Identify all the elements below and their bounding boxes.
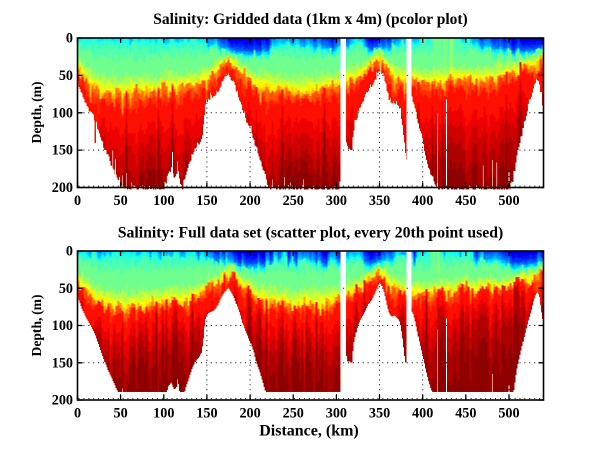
svg-text:350: 350 (369, 406, 390, 422)
svg-text:100: 100 (153, 406, 174, 422)
svg-text:300: 300 (326, 193, 347, 209)
svg-text:Depth, (m): Depth, (m) (29, 295, 45, 357)
svg-text:100: 100 (153, 193, 174, 209)
svg-text:0: 0 (66, 31, 73, 47)
svg-text:200: 200 (52, 180, 73, 196)
svg-text:150: 150 (196, 193, 217, 209)
svg-text:300: 300 (326, 406, 347, 422)
svg-text:50: 50 (114, 193, 128, 209)
svg-text:200: 200 (52, 393, 73, 409)
svg-text:150: 150 (52, 143, 73, 159)
svg-text:200: 200 (239, 193, 260, 209)
svg-text:200: 200 (239, 406, 260, 422)
svg-text:50: 50 (59, 68, 73, 84)
svg-text:Distance, (km): Distance, (km) (259, 422, 359, 439)
svg-text:50: 50 (114, 406, 128, 422)
svg-text:0: 0 (66, 244, 73, 260)
svg-text:450: 450 (455, 406, 476, 422)
svg-text:350: 350 (369, 193, 390, 209)
svg-text:250: 250 (283, 406, 304, 422)
svg-text:100: 100 (52, 318, 73, 334)
svg-text:150: 150 (196, 406, 217, 422)
svg-text:500: 500 (498, 406, 519, 422)
svg-text:150: 150 (52, 355, 73, 371)
svg-text:0: 0 (74, 406, 81, 422)
svg-text:250: 250 (283, 193, 304, 209)
svg-text:400: 400 (412, 406, 433, 422)
svg-text:100: 100 (52, 105, 73, 121)
svg-text:450: 450 (455, 193, 476, 209)
svg-text:Depth, (m): Depth, (m) (29, 82, 45, 144)
svg-text:0: 0 (74, 193, 81, 209)
svg-text:Salinity: Gridded data (1km x: Salinity: Gridded data (1km x 4m) (pcolo… (153, 11, 467, 28)
svg-text:400: 400 (412, 193, 433, 209)
svg-text:Salinity: Full data set (scatt: Salinity: Full data set (scatter plot, e… (118, 224, 504, 241)
svg-text:50: 50 (59, 281, 73, 297)
svg-text:500: 500 (498, 193, 519, 209)
